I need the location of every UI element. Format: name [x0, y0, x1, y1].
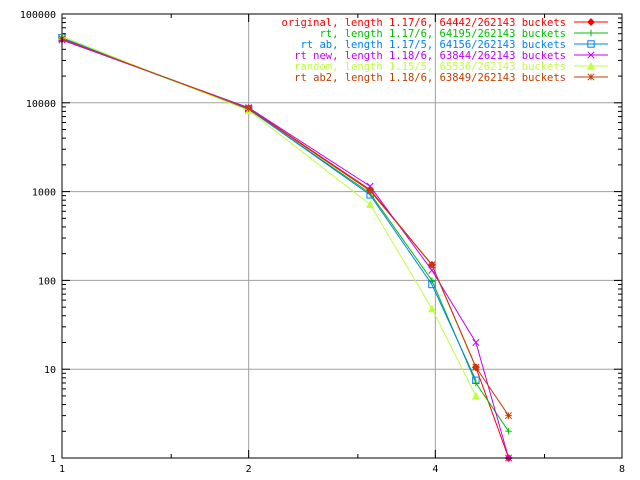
legend: original, length 1.17/6, 64442/262143 bu… — [282, 17, 608, 84]
data-point — [428, 280, 436, 289]
y-tick-label: 10000 — [26, 99, 56, 110]
series-3 — [58, 34, 480, 384]
data-point — [428, 266, 436, 274]
grid — [62, 14, 622, 458]
data-point — [471, 391, 480, 400]
data-point — [472, 376, 480, 384]
data-point — [472, 363, 480, 371]
legend-entry: rt ab, length 1.17/5, 64156/262143 bucke… — [300, 39, 608, 51]
data-point — [472, 338, 480, 347]
legend-entry: rt new, length 1.18/6, 63844/262143 buck… — [294, 50, 608, 62]
x-tick-label: 1 — [59, 464, 65, 475]
data-point — [587, 40, 595, 48]
x-tick-label: 4 — [432, 464, 438, 475]
data-point — [472, 379, 480, 387]
data-point — [505, 412, 513, 420]
axis-ticks: 1 10 100 1000 10000 100000 1 2 4 8 — [20, 10, 625, 475]
data-point — [587, 29, 595, 37]
data-point — [245, 105, 253, 113]
series-line — [61, 37, 477, 381]
data-point — [505, 428, 512, 435]
data-point — [587, 51, 595, 59]
series-2 — [58, 35, 512, 435]
y-tick-label: 100 — [38, 276, 56, 287]
data-point — [587, 73, 595, 81]
legend-entry: random, length 1.15/5, 65536/262143 buck… — [294, 61, 608, 73]
x-tick-label: 2 — [246, 464, 252, 475]
y-tick-label: 10 — [44, 365, 56, 376]
series-5 — [57, 32, 480, 400]
series-1 — [58, 35, 513, 462]
y-tick-label: 1000 — [32, 188, 56, 199]
x-tick-label: 8 — [619, 464, 625, 475]
legend-entry: original, length 1.17/6, 64442/262143 bu… — [282, 17, 608, 29]
series-6 — [58, 35, 513, 420]
legend-label: random, length 1.15/5, 65536/262143 buck… — [294, 61, 566, 73]
series-line — [61, 38, 510, 459]
legend-label: rt new, length 1.18/6, 63844/262143 buck… — [294, 50, 566, 62]
legend-label: rt, length 1.17/6, 64195/262143 buckets — [319, 28, 566, 40]
legend-label: rt ab2, length 1.18/6, 63849/262143 buck… — [294, 72, 566, 84]
series-line — [61, 38, 510, 432]
data-point — [427, 304, 436, 313]
series-line — [61, 38, 510, 416]
data-point — [428, 277, 436, 284]
y-tick-label: 1 — [50, 454, 56, 465]
legend-entry: rt ab2, length 1.18/6, 63849/262143 buck… — [294, 72, 608, 84]
legend-entry: rt, length 1.17/6, 64195/262143 buckets — [319, 28, 608, 40]
series-group — [57, 32, 513, 462]
series-4 — [58, 36, 513, 462]
data-point — [366, 187, 374, 195]
data-point — [587, 18, 595, 26]
legend-label: rt ab, length 1.17/5, 64156/262143 bucke… — [300, 39, 566, 51]
y-tick-label: 100000 — [20, 10, 56, 21]
data-point — [366, 199, 375, 208]
data-point — [428, 261, 436, 269]
legend-label: original, length 1.17/6, 64442/262143 bu… — [282, 17, 566, 29]
data-point — [586, 61, 596, 70]
plot-frame — [61, 13, 623, 459]
series-line — [61, 35, 477, 397]
